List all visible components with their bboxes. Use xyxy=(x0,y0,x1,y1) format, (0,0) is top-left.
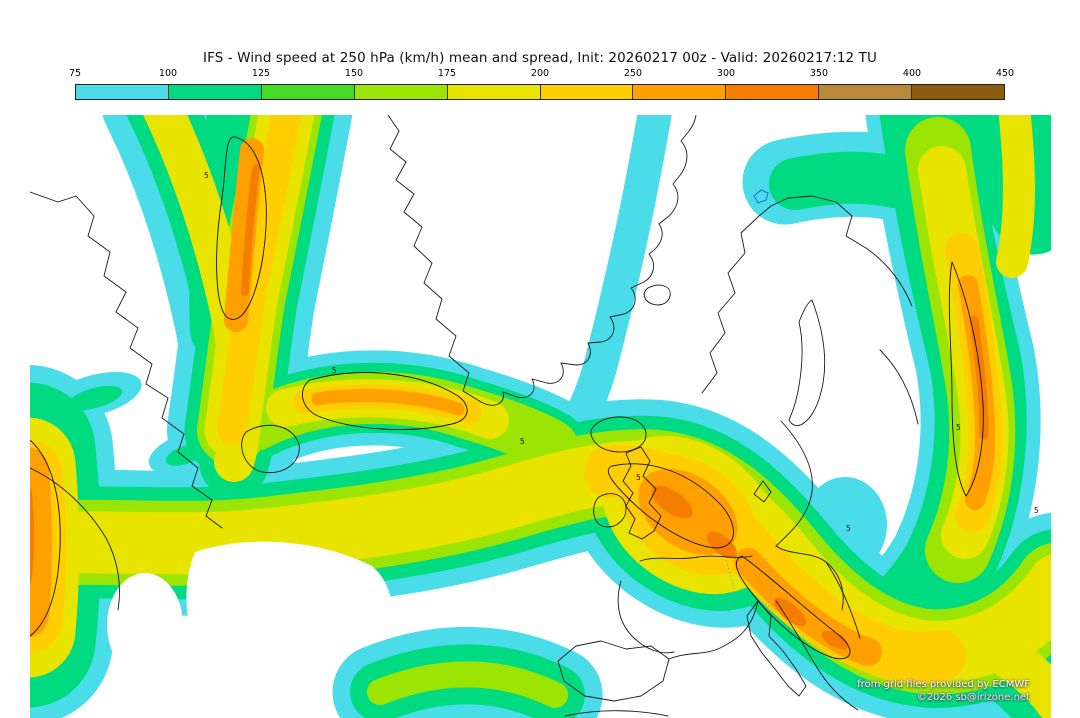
spread-contour xyxy=(735,555,851,660)
calm-region xyxy=(107,573,183,677)
colorbar-segment xyxy=(725,85,819,99)
jet-core xyxy=(224,138,264,332)
colorbar-tick-label: 250 xyxy=(623,68,643,79)
iberia-coastline xyxy=(557,640,670,702)
colorbar-tick-label: 100 xyxy=(158,68,178,79)
colorbar-segment xyxy=(632,85,726,99)
country-borders xyxy=(725,557,773,615)
colorbar-tick-label: 400 xyxy=(902,68,922,79)
spread-contour xyxy=(30,439,61,637)
denmark-coastline xyxy=(753,480,772,503)
spread-contour-label: 5 xyxy=(204,171,209,180)
jet-core-max xyxy=(651,485,693,519)
wind-band xyxy=(67,385,123,411)
balkan-coastline xyxy=(775,561,861,711)
spread-contour-label: 5 xyxy=(846,524,851,533)
colorbar-tick-label: 125 xyxy=(251,68,271,79)
spread-contour-label: 5 xyxy=(520,437,525,446)
credit-copyright: ©2026 sb@irizone.net xyxy=(916,692,1030,703)
jet-core xyxy=(734,548,882,666)
spread-contour xyxy=(216,136,267,320)
colorbar-tick-label: 200 xyxy=(530,68,550,79)
spread-contour xyxy=(643,284,671,306)
colorbar-tick-label: 150 xyxy=(344,68,364,79)
wind-band xyxy=(984,634,1051,718)
africa-coastline xyxy=(564,710,669,717)
ireland-coastline xyxy=(593,493,627,528)
wind-band xyxy=(367,661,568,708)
mediterranean-coastline xyxy=(668,600,759,660)
credits: from grid files provided by ECMWF ©2026 … xyxy=(857,678,1030,704)
baltic-coastline xyxy=(775,299,844,611)
calm-region xyxy=(186,541,393,693)
uk-coastline xyxy=(622,446,662,540)
wind-band xyxy=(217,115,302,445)
italy-coastline xyxy=(746,600,807,697)
colorbar-segment xyxy=(353,85,447,99)
colorbar-segment xyxy=(911,85,1005,99)
svalbard-coastline xyxy=(753,189,769,204)
jet-core xyxy=(30,447,52,638)
colorbar-tick-label: 75 xyxy=(68,68,82,79)
colorbar-segment xyxy=(76,85,168,99)
colorbar-tick-label: 350 xyxy=(809,68,829,79)
wind-band xyxy=(996,115,1035,278)
jet-core xyxy=(311,389,465,416)
colorbar-segment xyxy=(446,85,540,99)
colorbar-tick-label: 175 xyxy=(437,68,457,79)
biscay-coastline xyxy=(617,580,675,654)
spread-contour xyxy=(607,463,734,549)
colorbar-segment xyxy=(818,85,912,99)
wind-band xyxy=(769,151,921,210)
wind-band xyxy=(165,444,205,466)
spread-contour-label: 5 xyxy=(1034,506,1039,515)
iceland-coastline xyxy=(590,416,647,453)
colorbar-segment xyxy=(167,85,261,99)
jet-core-max xyxy=(30,486,35,584)
spread-contour xyxy=(302,372,468,430)
chart-title: IFS - Wind speed at 250 hPa (km/h) mean … xyxy=(203,50,877,66)
coastlines xyxy=(30,115,919,717)
jet-core-max xyxy=(241,164,260,296)
channel-coastline xyxy=(639,555,753,562)
credit-source: from grid files provided by ECMWF xyxy=(857,679,1030,690)
jet-core-max xyxy=(707,531,737,559)
spread-contour-label: 5 xyxy=(332,366,337,375)
colorbar xyxy=(75,84,1005,100)
wind-band-bottom-center xyxy=(332,626,603,718)
newfoundland-coastline xyxy=(241,424,300,474)
colorbar-segment xyxy=(539,85,633,99)
spread-contour-label: 5 xyxy=(956,423,961,432)
colorbar-ticks: 75 100 125 150 175 200 250 300 350 400 450 xyxy=(69,68,1014,81)
spread-contour xyxy=(948,261,984,497)
spread-contour-label: 5 xyxy=(636,473,641,482)
russia-coastline xyxy=(865,247,919,425)
labrador-coastline xyxy=(30,191,223,529)
jet-core-max xyxy=(821,630,849,650)
greenland-coastline xyxy=(387,115,697,406)
colorbar-segment xyxy=(260,85,354,99)
colorbar-tick-label: 450 xyxy=(995,68,1015,79)
jet-core-max xyxy=(773,597,807,627)
colorbar-tick-label: 300 xyxy=(716,68,736,79)
spread-contours: 5 5 5 5 5 5 5 xyxy=(30,136,1039,660)
norway-coastline xyxy=(701,195,867,394)
